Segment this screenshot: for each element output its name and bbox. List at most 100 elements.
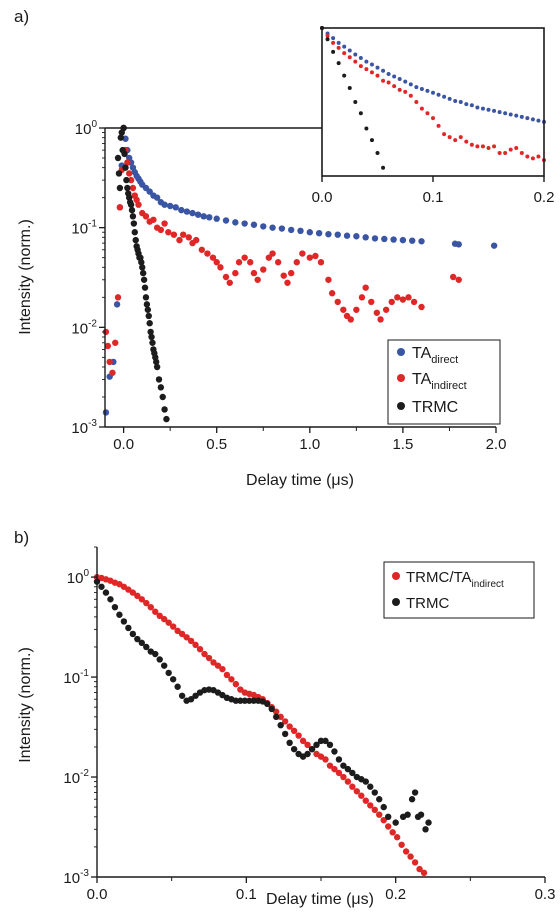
a-main-point-ta-direct — [399, 236, 407, 244]
a-inset-point-trmc — [342, 73, 347, 78]
a-inset-point-ta-direct — [386, 71, 391, 76]
b-legend-label-trmc: TRMC — [406, 595, 449, 612]
a-inset-point-ta-direct — [364, 59, 369, 64]
a-inset-point-ta-direct — [342, 44, 347, 49]
b-main-point-trmc-ta-indirect — [385, 823, 392, 830]
b-main-point-trmc-ta-indirect — [187, 637, 195, 645]
a-main-point-trmc — [161, 406, 168, 413]
b-main-point-trmc — [116, 611, 123, 618]
b-main-point-trmc-ta-indirect — [161, 615, 168, 623]
b-main-point-trmc-ta-indirect — [232, 680, 240, 688]
a-legend-box — [387, 339, 501, 425]
b-ylabel: Intensity (norm.) — [17, 647, 34, 763]
b-legend-marker-trmc — [392, 598, 400, 606]
a-main-point-ta-indirect — [213, 259, 220, 266]
a-main-point-ta-indirect — [254, 276, 261, 283]
b-main-point-trmc-ta-indirect — [277, 713, 284, 721]
a-inset-point-ta-direct — [431, 90, 435, 95]
a-main-point-ta-indirect — [394, 294, 401, 301]
a-main-point-ta-indirect — [114, 294, 122, 301]
a-main-point-ta-direct — [418, 238, 425, 245]
a-inset-point-ta-direct — [469, 103, 474, 108]
a-main-point-trmc — [157, 384, 165, 391]
a-inset-point-ta-indirect — [469, 142, 474, 147]
b-main-point-trmc-ta-indirect — [371, 806, 378, 814]
a-main-xtick-label-3: 1.5 — [392, 436, 413, 453]
b-main-point-trmc-ta-indirect — [201, 650, 208, 658]
b-main-point-trmc — [165, 669, 172, 677]
a-main-point-ta-indirect — [165, 229, 172, 236]
b-main-point-trmc-ta-indirect — [138, 596, 145, 603]
a-main-point-ta-indirect — [129, 184, 137, 192]
a-main-point-ta-indirect — [180, 231, 187, 238]
b-main-point-trmc-ta-indirect — [152, 608, 159, 615]
b-main-point-trmc-ta-indirect — [299, 737, 307, 745]
a-legend-label-direct: TAdirect — [412, 345, 458, 366]
a-main-point-trmc — [122, 164, 129, 171]
a-inset-point-ta-direct — [403, 79, 408, 84]
b-ytick-label-1: 10-2 — [63, 768, 89, 787]
a-main-point-ta-indirect — [284, 279, 291, 286]
a-inset-point-ta-direct — [519, 114, 524, 119]
a-inset-background — [322, 28, 544, 176]
a-main-point-ta-direct — [241, 220, 248, 227]
a-inset-point-ta-indirect — [497, 151, 502, 156]
b-main-point-trmc — [344, 765, 352, 773]
b-main-point-trmc-ta-indirect — [389, 829, 396, 836]
b-main-point-trmc-ta-indirect — [169, 623, 177, 630]
a-legend-marker-direct — [397, 348, 405, 356]
b-data-points — [93, 573, 432, 877]
a-inset-point-ta-indirect — [447, 135, 452, 140]
a-inset-data-points — [320, 26, 546, 170]
b-main-point-trmc — [349, 769, 356, 777]
a-inset-point-ta-direct — [525, 116, 530, 121]
a-main-point-ta-direct — [200, 213, 207, 220]
a-inset-point-ta-direct — [497, 110, 502, 115]
b-main-point-trmc — [120, 618, 128, 625]
a-main-point-ta-indirect — [347, 316, 354, 323]
a-main-point-trmc — [142, 294, 150, 301]
a-inset-point-ta-direct — [381, 68, 386, 73]
a-inset-point-ta-direct — [508, 112, 513, 117]
a-main-point-ta-indirect — [353, 306, 360, 313]
a-main-point-trmc — [147, 328, 154, 336]
a-main-point-ta-indirect — [222, 273, 230, 281]
b-main-point-trmc — [404, 811, 411, 818]
a-inset-point-ta-indirect — [486, 145, 491, 150]
b-main-point-trmc-ta-indirect — [125, 586, 132, 593]
b-xtick-label-0: 0.0 — [87, 886, 108, 903]
a-main-point-ta-indirect — [410, 298, 418, 306]
a-main-ytick-label-2: 10-1 — [71, 219, 97, 238]
a-inset-point-ta-indirect — [347, 55, 352, 60]
a-main-axes: 0.0 0.5 1.0 1.5 2.0 10-3 10-2 10-1 100 — [71, 119, 506, 453]
a-inset-point-ta-indirect — [508, 147, 513, 152]
a-main-point-ta-indirect — [176, 236, 183, 244]
a-inset-point-ta-indirect — [492, 144, 497, 149]
a-inset-point-ta-direct — [447, 96, 452, 101]
a-main-point-ta-indirect — [157, 226, 165, 234]
a-inset-point-ta-indirect — [375, 73, 380, 78]
b-xtick-label-2: 0.2 — [385, 886, 406, 903]
a-main-point-ta-indirect — [399, 296, 407, 303]
b-main-point-trmc — [268, 705, 275, 713]
a-main-point-trmc — [139, 264, 146, 271]
a-main-point-ta-direct — [297, 227, 304, 235]
a-main-point-ta-direct — [353, 233, 360, 240]
a-inset-point-trmc — [375, 151, 380, 156]
a-main-point-ta-direct — [113, 301, 121, 308]
a-main-point-ta-indirect — [127, 176, 135, 184]
b-main-point-trmc-ta-indirect — [344, 778, 352, 785]
a-main-point-ta-direct — [250, 221, 258, 228]
b-main-point-trmc — [138, 639, 145, 647]
b-main-point-trmc-ta-indirect — [210, 659, 217, 666]
a-main-point-ta-indirect — [317, 259, 325, 266]
b-main-point-trmc — [392, 819, 399, 826]
a-inset-point-ta-indirect — [480, 144, 485, 149]
a-main-point-ta-direct — [287, 226, 295, 234]
b-main-point-trmc-ta-indirect — [376, 811, 383, 818]
a-legend-marker-trmc — [397, 402, 405, 410]
b-main-point-trmc — [241, 697, 249, 704]
b-main-point-trmc — [417, 811, 425, 818]
a-main-point-trmc — [117, 134, 125, 141]
a-main-point-ta-direct — [183, 208, 191, 215]
